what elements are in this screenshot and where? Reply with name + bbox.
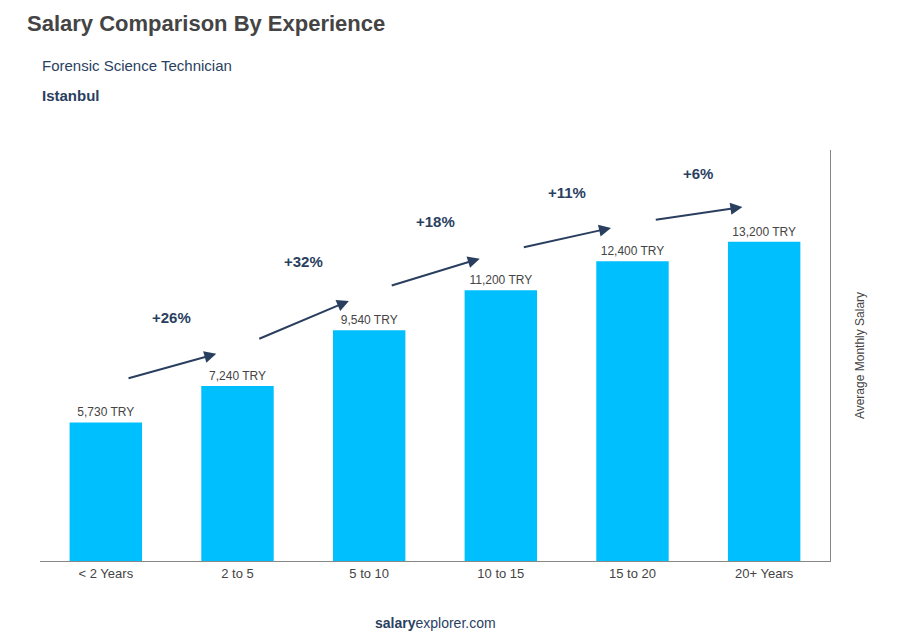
svg-text:+32%: +32% [284, 253, 323, 270]
svg-text:+11%: +11% [548, 184, 586, 201]
svg-text:12,400 TRY: 12,400 TRY [601, 244, 665, 258]
svg-text:Istanbul: Istanbul [42, 87, 100, 104]
svg-text:Forensic Science Technician: Forensic Science Technician [42, 57, 232, 74]
svg-text:10 to 15: 10 to 15 [477, 566, 524, 581]
svg-text:< 2 Years: < 2 Years [79, 566, 134, 581]
svg-text:Average Monthly Salary: Average Monthly Salary [853, 292, 867, 419]
svg-text:20+ Years: 20+ Years [735, 566, 794, 581]
svg-text:+26%: +26% [152, 309, 191, 326]
svg-text:5 to 10: 5 to 10 [349, 566, 389, 581]
svg-text:salaryexplorer.com: salaryexplorer.com [375, 615, 496, 631]
svg-text:2 to 5: 2 to 5 [221, 566, 254, 581]
svg-text:15 to 20: 15 to 20 [609, 566, 656, 581]
svg-text:13,200 TRY: 13,200 TRY [732, 225, 796, 239]
svg-text:9,540 TRY: 9,540 TRY [341, 313, 398, 327]
svg-text:7,240 TRY: 7,240 TRY [209, 369, 266, 383]
svg-text:+6%: +6% [683, 165, 713, 182]
svg-text:Salary Comparison By Experienc: Salary Comparison By Experience [27, 11, 385, 36]
svg-text:+18%: +18% [416, 213, 455, 230]
svg-text:11,200 TRY: 11,200 TRY [469, 273, 532, 287]
svg-text:5,730 TRY: 5,730 TRY [77, 405, 134, 419]
